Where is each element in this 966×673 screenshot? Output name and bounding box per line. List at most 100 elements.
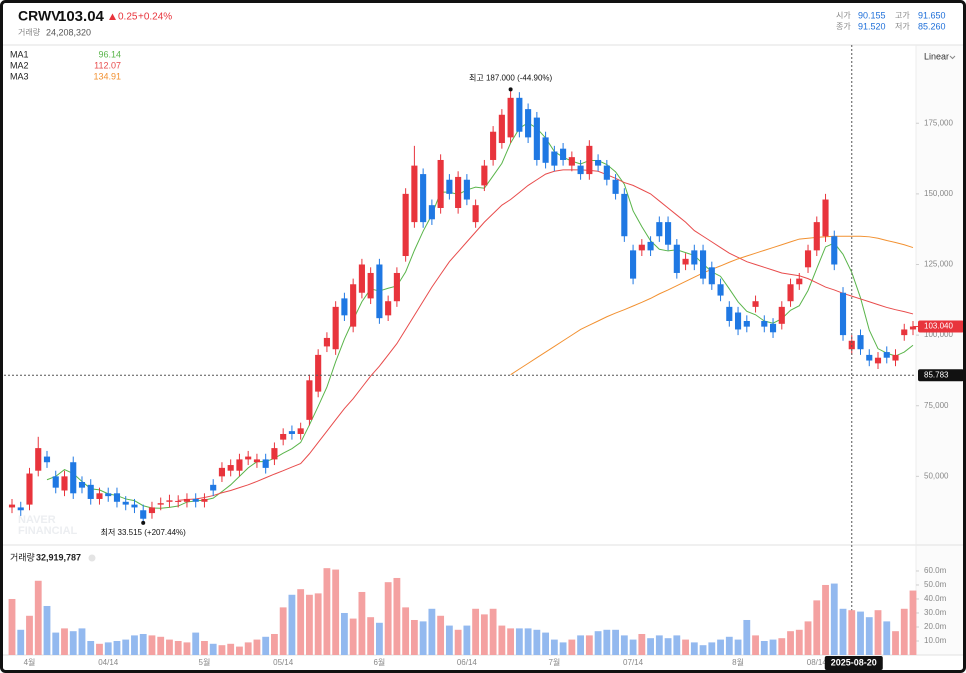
- candle-body: [70, 462, 77, 494]
- x-tick-label: 04/14: [98, 658, 119, 667]
- x-tick-label: 6월: [373, 657, 385, 667]
- quote-value: 85.260: [918, 21, 946, 31]
- volume-bar: [271, 633, 278, 655]
- candle-body: [420, 174, 427, 223]
- scale-label[interactable]: Linear: [924, 51, 949, 61]
- volume-bar: [201, 640, 208, 655]
- x-tick-label: 4월: [24, 657, 36, 667]
- candle-body: [402, 193, 409, 257]
- symbol: CRWV: [18, 8, 61, 24]
- x-tick-label: 07/14: [623, 658, 644, 667]
- volume-bar: [437, 615, 445, 655]
- volume-bar: [647, 638, 654, 655]
- price-axis-panel: [916, 45, 964, 655]
- candle-body: [560, 148, 567, 160]
- candle-body: [8, 504, 16, 508]
- volume-bar: [148, 635, 156, 655]
- candle-body: [17, 507, 24, 511]
- volume-bar: [463, 625, 471, 655]
- candle-body: [778, 306, 785, 324]
- volume-bar: [209, 643, 217, 655]
- candle-body: [857, 335, 864, 350]
- scale-chevron[interactable]: [949, 55, 956, 60]
- volume-bar: [542, 632, 550, 655]
- volume-bar: [253, 639, 261, 655]
- legend-name: MA3: [10, 71, 29, 81]
- candle-body: [761, 320, 768, 327]
- candle-body: [463, 179, 470, 200]
- volume-bar: [769, 639, 777, 655]
- volume-bar: [603, 629, 611, 655]
- y-tick-label: 150,000: [924, 189, 953, 198]
- candle-body: [341, 298, 348, 316]
- candle-body: [708, 267, 715, 285]
- legend-value: 96.14: [98, 49, 121, 59]
- candle-body: [166, 500, 173, 502]
- volume-bar: [78, 628, 86, 655]
- candle-body: [87, 484, 94, 499]
- volume-bar: [690, 642, 698, 655]
- volume-bar: [507, 628, 515, 655]
- candle-body: [43, 456, 51, 463]
- volume-bar: [857, 611, 864, 655]
- candle-body: [262, 459, 269, 468]
- volume-bar: [787, 631, 794, 655]
- volume-bar: [306, 594, 313, 655]
- candle-body: [630, 250, 637, 279]
- candle-body: [332, 306, 339, 350]
- volume-bar: [166, 639, 173, 655]
- candle-body: [148, 507, 156, 514]
- volume-bar: [804, 621, 812, 655]
- candle-body: [210, 484, 217, 491]
- candle-body: [822, 199, 829, 237]
- candle-body: [490, 131, 497, 160]
- candle-body: [227, 465, 234, 471]
- volume-bar: [17, 629, 25, 655]
- volume-bar: [279, 607, 287, 655]
- volume-bar: [244, 642, 252, 655]
- volume-bar: [892, 631, 899, 655]
- y-tick-label: 40.0m: [924, 594, 947, 603]
- volume-bar: [699, 645, 707, 655]
- volume-bar: [454, 629, 462, 655]
- volume-bar: [384, 582, 392, 655]
- candle-body: [542, 137, 549, 163]
- volume-bar: [174, 640, 182, 655]
- volume-bar: [236, 646, 243, 655]
- annotation-dot: [508, 87, 513, 92]
- x-tick-label: 08/14: [807, 658, 828, 667]
- volume-bar: [533, 629, 541, 655]
- volume-bar: [472, 608, 480, 655]
- volume-bar: [489, 608, 497, 655]
- volume-bar: [227, 643, 235, 655]
- moving-average-line: [46, 122, 914, 509]
- volume-close-icon[interactable]: [88, 554, 96, 562]
- legend-name: MA1: [10, 49, 29, 59]
- volume-bar: [498, 625, 506, 655]
- candle-body: [883, 352, 890, 358]
- quote-value: 90.155: [858, 10, 886, 20]
- volume-bar: [734, 639, 742, 655]
- volume-bar: [428, 608, 436, 655]
- candle-body: [393, 272, 400, 302]
- volume-bar: [262, 636, 270, 655]
- candle-body: [61, 476, 68, 491]
- up-arrow-icon: [109, 13, 116, 20]
- candle-body: [691, 250, 698, 265]
- candle-body: [131, 504, 138, 508]
- candle-body: [717, 284, 724, 296]
- volume-total: 32,919,787: [36, 552, 81, 562]
- candle-body: [411, 165, 418, 223]
- candle-body: [52, 476, 59, 488]
- y-tick-label: 125,000: [924, 260, 953, 269]
- candle-body: [568, 157, 575, 166]
- quote-value: 91.650: [918, 10, 946, 20]
- volume-bar: [830, 583, 838, 655]
- y-tick-label: 50.0m: [924, 580, 947, 589]
- candle-body: [665, 222, 672, 245]
- candle-body: [201, 498, 208, 502]
- volume-bar: [664, 638, 672, 655]
